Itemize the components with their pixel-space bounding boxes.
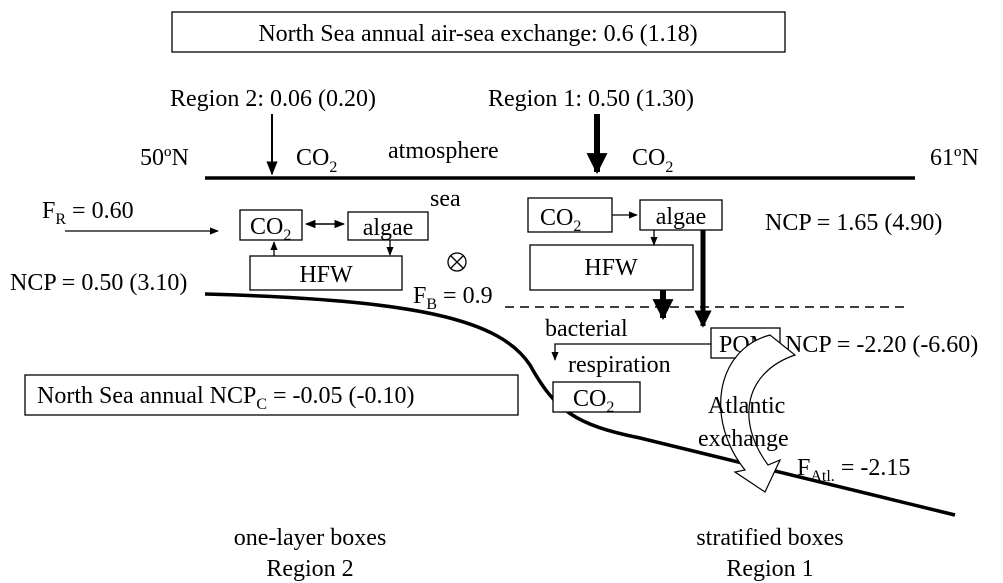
text: Atl. <box>810 468 834 485</box>
region2-ncp: NCP = 0.50 (3.10) <box>10 270 187 296</box>
into-page-symbol <box>450 255 464 269</box>
text: F <box>797 455 810 481</box>
text: = 0.60 <box>66 198 134 224</box>
text: B <box>426 296 437 313</box>
text: 2 <box>283 227 291 244</box>
co2-label: CO2 <box>632 145 673 176</box>
exchange-label: exchange <box>698 426 789 452</box>
region1-flux: Region 1: 0.50 (1.30) <box>488 86 694 112</box>
co2-label: CO2 <box>573 386 614 416</box>
footer-label: Region 1 <box>726 556 813 582</box>
text: 2 <box>329 159 337 176</box>
atmosphere-label: atmosphere <box>388 138 499 164</box>
lat-south: 50ºN <box>140 145 189 171</box>
text: North Sea annual NCP <box>37 383 256 409</box>
text: 2 <box>665 159 673 176</box>
text: 2 <box>606 399 614 416</box>
text: = -0.05 (-0.10) <box>267 383 415 409</box>
hfw-label: HFW <box>299 262 353 288</box>
summary-box <box>24 374 519 416</box>
seafloor <box>204 292 956 517</box>
title-box <box>171 11 786 53</box>
text: R <box>55 211 66 228</box>
text: CO <box>250 214 283 240</box>
river-flux: FR = 0.60 <box>42 198 134 228</box>
text: CO <box>540 205 573 231</box>
hfw-label: HFW <box>584 255 638 281</box>
algae-label: algae <box>656 204 707 230</box>
algae-label: algae <box>363 215 414 241</box>
atlantic-label: Atlantic <box>708 393 785 419</box>
co2-label: CO2 <box>250 214 291 244</box>
respiration-label: respiration <box>568 352 671 378</box>
text: CO <box>296 145 329 171</box>
atlantic-flux: FAtl. = -2.15 <box>797 455 910 485</box>
region2-flux: Region 2: 0.06 (0.20) <box>170 86 376 112</box>
algae-box <box>347 211 429 241</box>
text: CO <box>573 386 606 412</box>
text: F <box>413 283 426 309</box>
co2-box <box>239 209 303 241</box>
hfw-box <box>529 244 694 291</box>
into-page-symbol <box>447 252 467 272</box>
text: C <box>256 396 267 413</box>
hfw-box <box>249 255 403 291</box>
exchange-arrow <box>720 334 797 493</box>
boundary-flux: FB = 0.9 <box>413 283 493 313</box>
bacterial-label: bacterial <box>545 316 628 342</box>
text: = -2.15 <box>835 455 911 481</box>
text: = 0.9 <box>437 283 493 309</box>
co2-box <box>552 381 641 413</box>
region1-ncp-surface: NCP = 1.65 (4.90) <box>765 210 942 236</box>
sea-label: sea <box>430 186 461 212</box>
footer-label: stratified boxes <box>696 525 843 551</box>
footer-label: Region 2 <box>266 556 353 582</box>
arrow <box>551 343 711 361</box>
lat-north: 61ºN <box>930 145 979 171</box>
text: CO <box>632 145 665 171</box>
algae-box <box>639 199 723 231</box>
co2-label: CO2 <box>296 145 337 176</box>
text: 2 <box>573 218 581 235</box>
text: F <box>42 198 55 224</box>
footer-label: one-layer boxes <box>234 525 387 551</box>
summary: North Sea annual NCPC = -0.05 (-0.10) <box>37 383 415 413</box>
title: North Sea annual air-sea exchange: 0.6 (… <box>258 21 697 47</box>
co2-label: CO2 <box>540 205 581 235</box>
region1-ncp-deep: NCP = -2.20 (-6.60) <box>785 332 978 358</box>
